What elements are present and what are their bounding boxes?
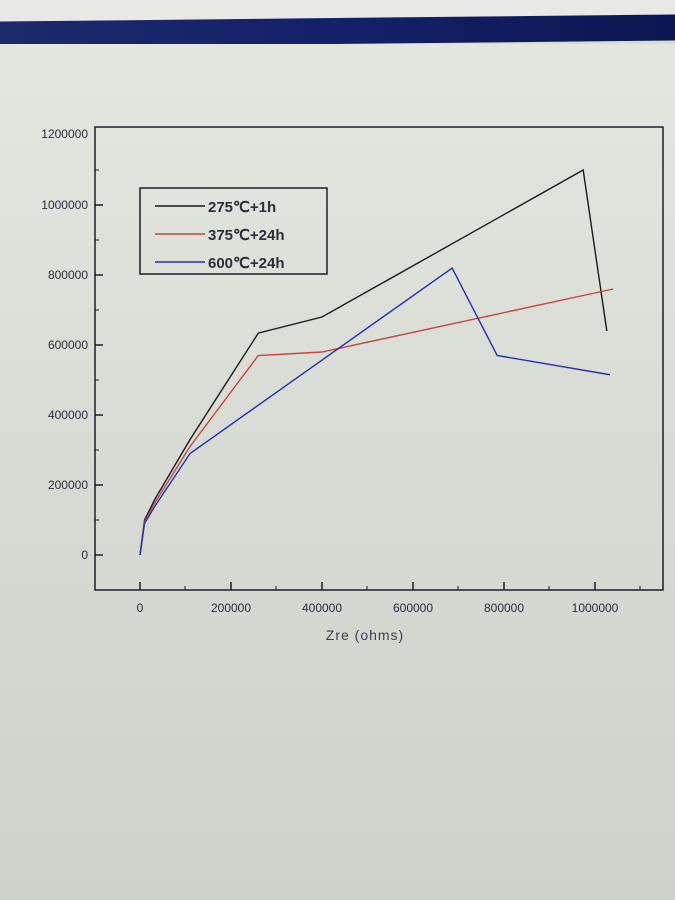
y-tick-label: 800000 <box>48 268 88 282</box>
x-tick-label: 0 <box>137 601 144 615</box>
legend-label-3: 600℃+24h <box>208 255 284 272</box>
legend-label-1: 275℃+1h <box>208 199 276 216</box>
x-tick-label: 400000 <box>302 601 342 615</box>
x-tick-label: 1000000 <box>572 601 619 615</box>
y-tick-label: 400000 <box>48 408 88 422</box>
x-axis-label: Zre (ohms) <box>326 627 404 643</box>
y-tick-label: 1200000 <box>41 127 88 141</box>
legend-label-2: 375℃+24h <box>208 227 284 244</box>
x-tick-label: 200000 <box>211 601 251 615</box>
y-tick-label: 600000 <box>48 338 88 352</box>
screen-background <box>0 44 675 900</box>
legend: 275℃+1h 375℃+24h 600℃+24h <box>139 187 328 275</box>
series-line-3 <box>139 266 611 556</box>
series-line-2 <box>139 288 614 556</box>
x-tick-label: 600000 <box>393 601 433 615</box>
x-tick-label: 800000 <box>484 601 524 615</box>
plot-frame <box>94 126 664 591</box>
series-line-1 <box>139 168 608 556</box>
y-tick-label: 0 <box>81 548 88 562</box>
y-tick-label: 1000000 <box>41 198 88 212</box>
y-tick-label: 200000 <box>48 478 88 492</box>
legend-box <box>139 187 328 275</box>
